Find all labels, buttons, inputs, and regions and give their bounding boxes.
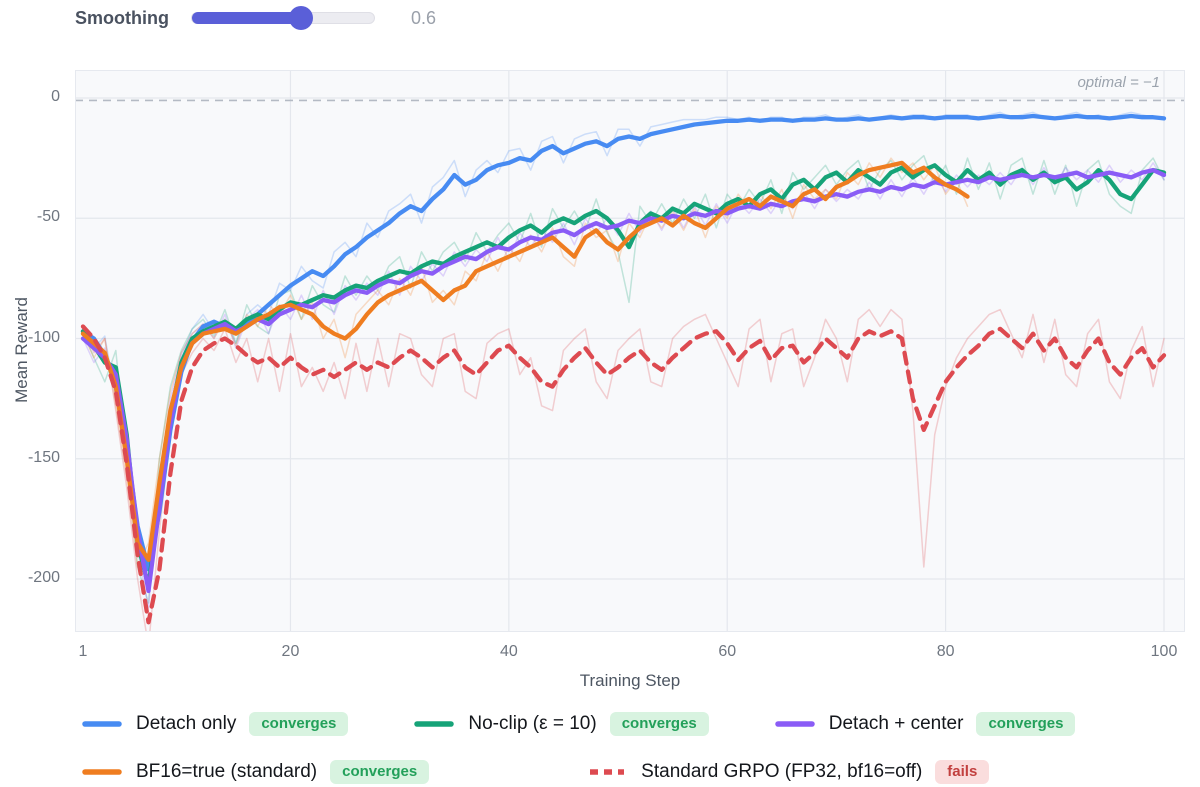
legend-row-1: Detach only converges No-clip (ε = 10) conv… <box>82 712 1076 736</box>
line-chart <box>76 71 1184 631</box>
smoothing-value: 0.6 <box>410 7 437 28</box>
smoothing-label: Smoothing <box>75 7 169 28</box>
x-tick-label: 80 <box>936 643 955 660</box>
x-tick-label: 1 <box>78 643 88 660</box>
legend-series-name: Standard GRPO (FP32, bf16=off) <box>641 761 923 782</box>
x-axis-title: Training Step <box>579 671 681 690</box>
smoothing-slider-thumb[interactable] <box>289 6 314 30</box>
y-tick-label: -150 <box>27 448 60 466</box>
legend-item-standard-grpo-fp32-bf16-off-[interactable]: Standard GRPO (FP32, bf16=off) fails <box>587 760 990 784</box>
status-badge-converges: converges <box>976 712 1076 736</box>
legend-swatch-icon <box>590 769 625 775</box>
smoothed-trace-detach-center <box>80 167 1167 594</box>
legend-series-name: Detach only <box>136 713 237 734</box>
y-tick-label: -100 <box>27 328 60 346</box>
legend-item-no-clip-10-[interactable]: No-clip (ε = 10) converges <box>414 712 709 736</box>
legend-series-name: BF16=true (standard) <box>136 761 318 782</box>
legend-series-name: No-clip (ε = 10) <box>468 713 597 734</box>
smoothed-trace-no-clip-10- <box>80 163 1167 589</box>
smoothed-trace-detach-only <box>80 113 1167 572</box>
x-tick-label: 60 <box>718 643 737 660</box>
x-tick-label: 20 <box>281 643 300 660</box>
smoothed-trace-standard-grpo-fp32-bf16-off- <box>80 324 1167 625</box>
raw-trace-standard-grpo-fp32-bf16-off- <box>82 308 1165 631</box>
legend-swatch-icon <box>82 769 122 775</box>
status-badge-converges: converges <box>330 760 430 784</box>
smoothing-slider-fill <box>191 12 302 24</box>
legend-series-name: Detach + center <box>828 713 964 734</box>
legend-swatch-icon <box>82 721 122 727</box>
legend-row-2: BF16=true (standard) converges Standard GR… <box>82 760 990 784</box>
x-tick-label: 100 <box>1150 643 1178 660</box>
y-tick-label: -50 <box>36 208 60 226</box>
x-tick-label: 40 <box>499 643 518 660</box>
y-tick-label: 0 <box>51 88 60 105</box>
smoothing-slider-track[interactable] <box>190 6 375 30</box>
status-badge-converges: converges <box>249 712 349 736</box>
status-badge-fails: fails <box>935 760 990 784</box>
legend-item-detach-only[interactable]: Detach only converges <box>82 712 349 736</box>
legend-swatch-icon <box>775 721 815 727</box>
y-axis-title: Mean Reward <box>12 297 31 403</box>
legend-item-bf16-true-standard-[interactable]: BF16=true (standard) converges <box>82 760 430 784</box>
status-badge-converges: converges <box>609 712 709 736</box>
legend-item-detach-center[interactable]: Detach + center converges <box>775 712 1076 736</box>
y-tick-label: -200 <box>27 569 60 586</box>
smoothing-control: Smoothing 0.6 <box>75 2 436 34</box>
chart-panel <box>75 70 1185 632</box>
raw-trace-detach-center <box>82 162 1165 609</box>
legend-swatch-icon <box>414 721 455 727</box>
smoothed-trace-bf16-true-standard- <box>80 160 970 562</box>
optimal-line-label: optimal = −1 <box>1077 74 1160 91</box>
